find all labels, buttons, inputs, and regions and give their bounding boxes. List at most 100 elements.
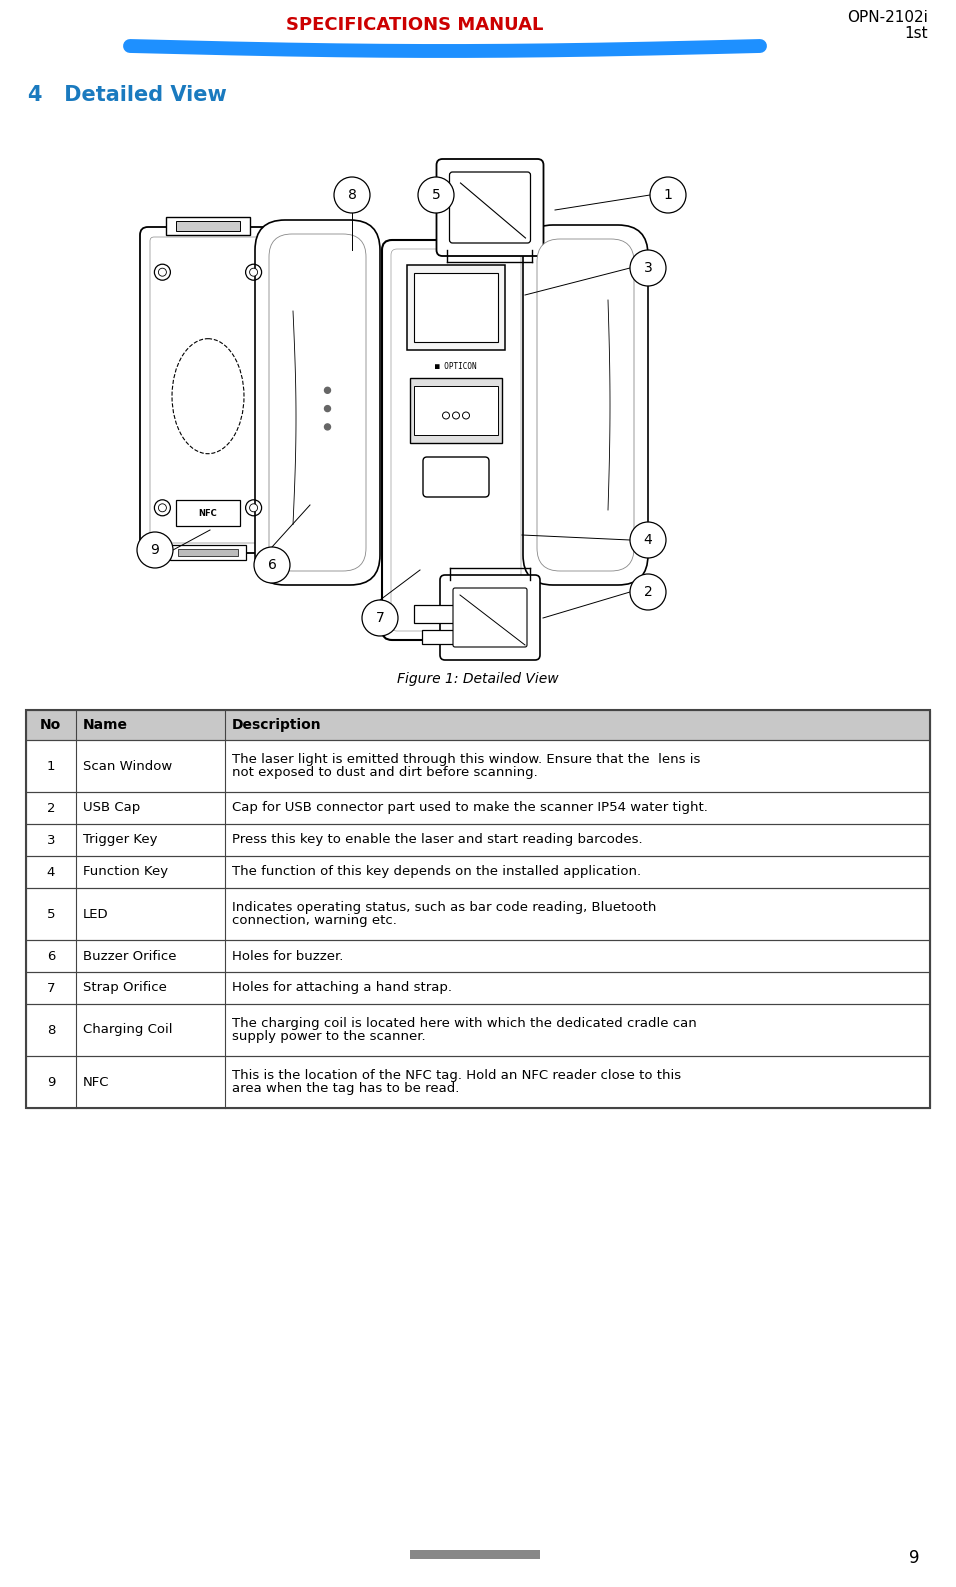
Bar xyxy=(26,1005,930,1055)
Text: OPN-2102i: OPN-2102i xyxy=(847,10,928,25)
Circle shape xyxy=(418,178,454,213)
Text: not exposed to dust and dirt before scanning.: not exposed to dust and dirt before scan… xyxy=(232,767,537,779)
FancyBboxPatch shape xyxy=(423,457,489,497)
FancyBboxPatch shape xyxy=(382,240,530,640)
Text: Name: Name xyxy=(83,717,128,732)
Bar xyxy=(26,971,930,1005)
Text: Description: Description xyxy=(232,717,321,732)
Text: supply power to the scanner.: supply power to the scanner. xyxy=(232,1030,425,1043)
Bar xyxy=(26,792,930,824)
Text: No: No xyxy=(40,717,61,732)
Circle shape xyxy=(324,387,331,394)
Text: 9: 9 xyxy=(909,1549,920,1566)
Text: area when the tag has to be read.: area when the tag has to be read. xyxy=(232,1082,459,1095)
Text: 7: 7 xyxy=(376,611,384,625)
Bar xyxy=(178,549,238,555)
Bar xyxy=(170,544,246,560)
Bar xyxy=(26,824,930,855)
Text: Figure 1: Detailed View: Figure 1: Detailed View xyxy=(397,671,559,686)
Text: SPECIFICATIONS MANUAL: SPECIFICATIONS MANUAL xyxy=(286,16,544,33)
Text: 5: 5 xyxy=(47,908,55,920)
FancyBboxPatch shape xyxy=(449,171,531,243)
Text: This is the location of the NFC tag. Hold an NFC reader close to this: This is the location of the NFC tag. Hol… xyxy=(232,1070,681,1082)
Circle shape xyxy=(630,251,666,286)
Circle shape xyxy=(324,406,331,411)
Text: 1: 1 xyxy=(47,760,55,773)
FancyBboxPatch shape xyxy=(255,221,380,586)
Circle shape xyxy=(630,574,666,609)
Text: 4: 4 xyxy=(643,533,652,548)
Bar xyxy=(26,940,930,971)
Bar xyxy=(26,740,930,792)
FancyBboxPatch shape xyxy=(537,240,634,571)
Bar xyxy=(26,855,930,889)
Text: 8: 8 xyxy=(47,1024,55,1036)
Text: Function Key: Function Key xyxy=(83,865,168,879)
Circle shape xyxy=(650,178,686,213)
Bar xyxy=(414,273,498,343)
Bar xyxy=(166,217,250,235)
Bar xyxy=(26,1005,930,1055)
FancyBboxPatch shape xyxy=(437,159,544,256)
Text: Strap Orifice: Strap Orifice xyxy=(83,981,166,995)
Text: 5: 5 xyxy=(431,187,441,202)
Bar xyxy=(176,221,240,232)
Text: 6: 6 xyxy=(268,559,276,571)
Text: 8: 8 xyxy=(348,187,357,202)
Bar xyxy=(410,1550,540,1558)
Bar xyxy=(26,889,930,940)
Text: Cap for USB connector part used to make the scanner IP54 water tight.: Cap for USB connector part used to make … xyxy=(232,801,707,814)
Text: ■ OPTICON: ■ OPTICON xyxy=(435,362,477,371)
FancyBboxPatch shape xyxy=(453,589,527,647)
Text: Scan Window: Scan Window xyxy=(83,760,172,773)
Text: The laser light is emitted through this window. Ensure that the  lens is: The laser light is emitted through this … xyxy=(232,752,700,767)
Bar xyxy=(26,971,930,1005)
Text: USB Cap: USB Cap xyxy=(83,801,140,814)
Bar xyxy=(26,792,930,824)
Text: NFC: NFC xyxy=(199,508,217,517)
Text: 6: 6 xyxy=(47,949,55,962)
FancyBboxPatch shape xyxy=(440,574,540,660)
Text: 1: 1 xyxy=(663,187,672,202)
Bar xyxy=(26,709,930,740)
Text: Trigger Key: Trigger Key xyxy=(83,833,157,846)
Text: 2: 2 xyxy=(643,586,652,598)
Circle shape xyxy=(250,503,257,511)
Text: NFC: NFC xyxy=(83,1076,109,1089)
Bar xyxy=(176,500,240,525)
Text: The charging coil is located here with which the dedicated cradle can: The charging coil is located here with w… xyxy=(232,1017,697,1030)
Bar xyxy=(414,605,498,624)
Text: 9: 9 xyxy=(150,543,160,557)
Ellipse shape xyxy=(172,338,244,454)
Circle shape xyxy=(254,548,290,582)
Circle shape xyxy=(362,600,398,636)
Bar xyxy=(26,709,930,740)
Bar xyxy=(26,889,930,940)
Bar xyxy=(26,855,930,889)
Bar xyxy=(407,265,505,351)
Text: connection, warning etc.: connection, warning etc. xyxy=(232,914,397,927)
FancyBboxPatch shape xyxy=(269,233,366,571)
Circle shape xyxy=(159,268,166,276)
Text: 2: 2 xyxy=(47,801,55,814)
FancyBboxPatch shape xyxy=(391,249,521,632)
Text: Holes for attaching a hand strap.: Holes for attaching a hand strap. xyxy=(232,981,452,995)
Text: 4   Detailed View: 4 Detailed View xyxy=(28,86,227,105)
Text: LED: LED xyxy=(83,908,108,920)
Bar xyxy=(26,1055,930,1108)
FancyBboxPatch shape xyxy=(140,227,276,552)
Text: Buzzer Orifice: Buzzer Orifice xyxy=(83,949,176,962)
Text: 4: 4 xyxy=(47,865,55,879)
Bar xyxy=(26,824,930,855)
Text: 9: 9 xyxy=(47,1076,55,1089)
Text: Charging Coil: Charging Coil xyxy=(83,1024,172,1036)
Bar xyxy=(26,940,930,971)
FancyBboxPatch shape xyxy=(523,225,648,586)
Circle shape xyxy=(250,268,257,276)
Bar xyxy=(410,378,502,443)
Circle shape xyxy=(137,532,173,568)
FancyBboxPatch shape xyxy=(150,236,266,543)
Circle shape xyxy=(159,503,166,511)
Circle shape xyxy=(324,424,331,430)
Bar xyxy=(26,709,930,1108)
